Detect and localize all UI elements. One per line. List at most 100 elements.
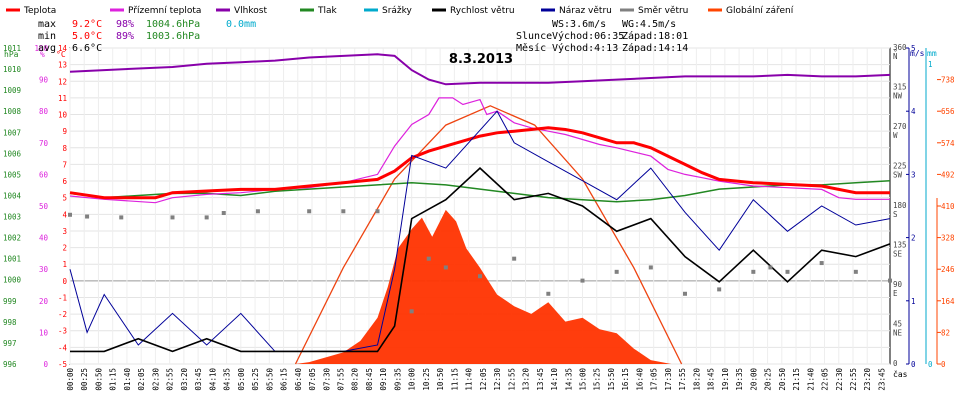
axis-dir-tick: 0 — [893, 359, 898, 368]
axis-rad-tick: 410 — [941, 202, 955, 211]
series-wind-speed — [70, 167, 891, 353]
axis-x-tick: 21:15 — [792, 368, 801, 391]
axis-x-tick: 17:30 — [664, 368, 673, 391]
axis-dir-compass: E — [893, 289, 898, 298]
stats-min-temp: 5.0°C — [72, 31, 102, 42]
wind-direction-point — [546, 291, 551, 296]
chart-title: 8.3.2013 — [449, 52, 513, 67]
stats-sun-rise: Východ:06:35 — [552, 30, 624, 42]
axis-x-tick: 20:25 — [764, 368, 773, 391]
wind-direction-point — [580, 278, 585, 283]
wind-direction-point — [443, 265, 448, 270]
axis-temp-tick: 0 — [62, 277, 67, 286]
axis-dir-tick: 360 — [893, 43, 907, 52]
axis-x-tick: 13:20 — [522, 368, 531, 391]
axis-dir-tick: 225 — [893, 162, 907, 171]
axis-x-tick: 01:40 — [123, 368, 132, 391]
axis-mm-tick: 1 — [928, 60, 933, 69]
axis-x-tick: 11:15 — [450, 368, 459, 391]
wind-direction-point — [683, 291, 687, 296]
series-global-radiation — [70, 209, 890, 364]
axis-temp-unit: °C — [56, 50, 66, 59]
legend-item: Globální záření — [708, 6, 794, 16]
series-wind-direction — [68, 209, 892, 314]
axis-x-tick: 09:10 — [379, 368, 388, 391]
legend-item: Rychlost větru — [432, 6, 515, 16]
legend-item: Teplota — [6, 6, 56, 16]
stats-moon-set: Západ:14:14 — [622, 42, 688, 54]
axis-x-tick: 02:55 — [166, 368, 175, 391]
legend-label: Náraz větru — [559, 6, 612, 16]
axis-hpa-tick: 1011 — [3, 44, 21, 53]
axis-x-tick: 04:35 — [223, 368, 232, 391]
axis-x-tick: 20:50 — [778, 368, 787, 391]
wind-direction-point — [853, 269, 858, 274]
axis-dir-tick: 45 — [893, 320, 902, 329]
legend-label: Srážky — [382, 6, 413, 16]
wind-direction-point — [68, 212, 72, 217]
axis-ms-tick: 4 — [911, 107, 916, 116]
axis-temp-tick: 6 — [62, 177, 67, 186]
axis-pct-tick: 20 — [39, 297, 49, 306]
legend-label: Směr větru — [638, 6, 688, 16]
axis-x-tick: 12:05 — [479, 368, 488, 391]
axis-temp-tick: 12 — [58, 77, 67, 86]
axis-x-tick: 06:40 — [294, 368, 303, 391]
axis-ms-tick: 2 — [911, 234, 916, 243]
axis-dir-unit: ° — [893, 48, 898, 57]
stats-min-label: min — [38, 31, 56, 42]
axis-hpa-tick: 996 — [3, 360, 17, 369]
axis-pct-tick: 90 — [39, 76, 49, 85]
axis-ms-tick: 5 — [911, 44, 916, 53]
axis-x-tick: 00:00 — [66, 368, 75, 391]
axis-rad-tick: 574 — [941, 139, 955, 148]
axis-x-tick: 04:10 — [208, 368, 217, 391]
axis-x-tick: 15:50 — [607, 368, 616, 391]
axis-dir-compass: SE — [893, 250, 903, 259]
wind-direction-point — [717, 287, 722, 292]
axis-x-tick: 00:50 — [95, 368, 104, 391]
axis-temp-tick: -4 — [58, 343, 68, 352]
axis-temp-tick: -5 — [58, 360, 67, 369]
axis-x-tick: 10:00 — [408, 368, 417, 391]
axis-x-tick: 22:55 — [849, 368, 858, 391]
axis-rad-tick: 656 — [941, 107, 955, 116]
axis-rad-tick: 738 — [941, 76, 955, 85]
wind-direction-point — [221, 211, 226, 216]
axis-dir-tick: 180 — [893, 201, 907, 210]
legend-item: Srážky — [364, 6, 413, 16]
axis-hpa-tick: 1004 — [3, 191, 22, 200]
axis-hpa-tick: 1002 — [3, 234, 21, 243]
axis-hpa-tick: 1007 — [3, 128, 21, 137]
axis-hpa-tick: 999 — [3, 297, 17, 306]
legend-label: Teplota — [23, 6, 56, 16]
axis-x-tick: 03:45 — [194, 368, 203, 391]
axis-dir-tick: 90 — [893, 280, 903, 289]
axis-dir-compass: SW — [893, 171, 903, 180]
stats-min-press: 1003.6hPa — [146, 31, 200, 42]
axis-x-tick: 11:40 — [465, 368, 474, 391]
wind-direction-point — [478, 274, 482, 279]
axis-x-tick: 19:10 — [721, 368, 730, 391]
stats-sun-set: Západ:18:01 — [622, 30, 688, 42]
axis-pct-tick: 60 — [39, 170, 49, 179]
wind-direction-point — [409, 309, 414, 314]
axis-hpa-tick: 1009 — [3, 86, 21, 95]
axis-x-tick: 22:30 — [835, 368, 844, 391]
stats-max-temp: 9.2°C — [72, 19, 102, 30]
legend-label: Rychlost větru — [450, 6, 515, 16]
grid — [69, 47, 891, 365]
axis-dir-compass: S — [893, 210, 898, 219]
series-temperature — [69, 126, 890, 200]
axis-x-tick: 13:45 — [536, 368, 545, 391]
series-theoretical-radiation — [294, 105, 683, 365]
axis-x-tick: 14:35 — [564, 368, 573, 391]
axis-dir-tick: 270 — [893, 122, 907, 131]
stats-sun-label: Slunce — [516, 31, 552, 42]
axis-x-tick: 00:25 — [80, 368, 89, 391]
axis-temp-tick: 4 — [62, 210, 67, 219]
axis-temp-tick: 8 — [62, 144, 67, 153]
wind-direction-point — [768, 265, 773, 270]
wind-direction-point — [785, 269, 790, 274]
